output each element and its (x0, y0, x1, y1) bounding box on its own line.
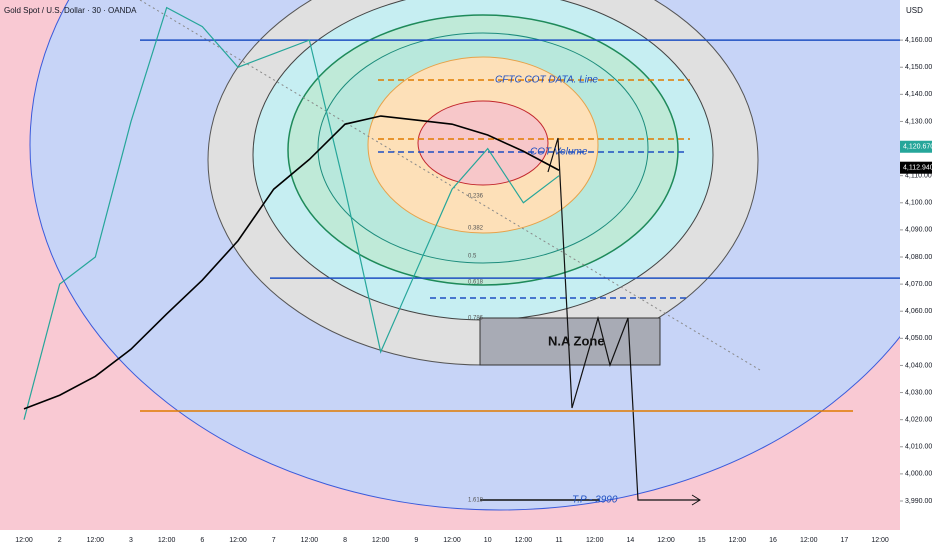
y-tick-label: 4,160.000 (905, 37, 932, 44)
dashed-lines (378, 79, 690, 299)
y-tick-label: 4,000.000 (905, 471, 932, 478)
x-tick-label: 17 (841, 537, 849, 544)
fib-label: 0.618 (468, 280, 484, 286)
price-tag-label: 4,120.670 (903, 144, 932, 151)
x-tick-label: 7 (272, 537, 276, 544)
fib-label: 0.5 (468, 254, 477, 260)
plot (23, 6, 900, 420)
trend-line (139, 0, 761, 371)
x-tick-label: 12:00 (657, 537, 675, 544)
x-tick-label: 12:00 (15, 537, 33, 544)
y-tick-label: 4,150.000 (905, 64, 932, 71)
x-tick-label: 12:00 (586, 537, 604, 544)
fib-label: 1.618 (468, 498, 484, 504)
x-tick-label: 16 (769, 537, 777, 544)
x-tick-label: 12:00 (87, 537, 105, 544)
y-tick-label: 4,110.000 (905, 173, 932, 180)
x-tick-label: 15 (698, 537, 706, 544)
x-tick-label: 12:00 (871, 537, 889, 544)
price-tag-label: 4,112.940 (903, 165, 932, 172)
y-tick-label: 4,050.000 (905, 335, 932, 342)
annotation: COT Volume (530, 147, 588, 158)
y-tick-label: 4,040.000 (905, 362, 932, 369)
x-tick-label: 9 (414, 537, 418, 544)
x-tick-label: 12:00 (800, 537, 818, 544)
annotation: N.A Zone (548, 333, 605, 348)
ellipse (417, 100, 549, 186)
x-tick-label: 12:00 (729, 537, 747, 544)
y-tick-label: 4,080.000 (905, 254, 932, 261)
price-tag (900, 140, 932, 153)
y-tick-label: 3,990.000 (905, 498, 932, 505)
x-tick-label: 12:00 (158, 537, 176, 544)
y-tick-label: 4,060.000 (905, 308, 932, 315)
fib-label: 0.382 (468, 226, 484, 232)
x-tick-label: 8 (343, 537, 347, 544)
x-tick-label: 10 (484, 537, 492, 544)
fib-label: 0.236 (468, 194, 484, 200)
projection-path (547, 137, 700, 501)
x-tick-label: 2 (58, 537, 62, 544)
x-tick-label: 12:00 (515, 537, 533, 544)
series-line (23, 6, 560, 420)
y-tick-label: 4,010.000 (905, 444, 932, 451)
x-tick-label: 12:00 (443, 537, 461, 544)
x-tick-label: 12:00 (301, 537, 319, 544)
x-tick-label: 12:00 (372, 537, 390, 544)
x-tick-label: 12:00 (229, 537, 247, 544)
y-tick-label: 4,100.000 (905, 200, 932, 207)
y-tick-label: 4,130.000 (905, 118, 932, 125)
y-tick-label: 4,030.000 (905, 389, 932, 396)
series-line (23, 115, 560, 410)
fib-label: 0.786 (468, 316, 484, 322)
price-axis (900, 0, 932, 550)
y-tick-label: 4,140.000 (905, 91, 932, 98)
price-tag (900, 161, 932, 174)
time-axis (0, 530, 900, 550)
x-tick-label: 3 (129, 537, 133, 544)
x-tick-label: 11 (555, 537, 562, 544)
arrow-head (691, 494, 701, 506)
x-tick-label: 14 (626, 537, 634, 544)
annotation: T.P - 3990 (572, 495, 618, 506)
y-tick-label: 4,070.000 (905, 281, 932, 288)
chart-title: Gold Spot / U.S. Dollar · 30 · OANDA (4, 6, 137, 15)
x-tick-label: 6 (200, 537, 204, 544)
currency-label: USD (906, 6, 923, 15)
y-tick-label: 4,090.000 (905, 227, 932, 234)
annotation: CFTC COT DATA. Line (495, 75, 598, 86)
y-tick-label: 4,020.000 (905, 417, 932, 424)
